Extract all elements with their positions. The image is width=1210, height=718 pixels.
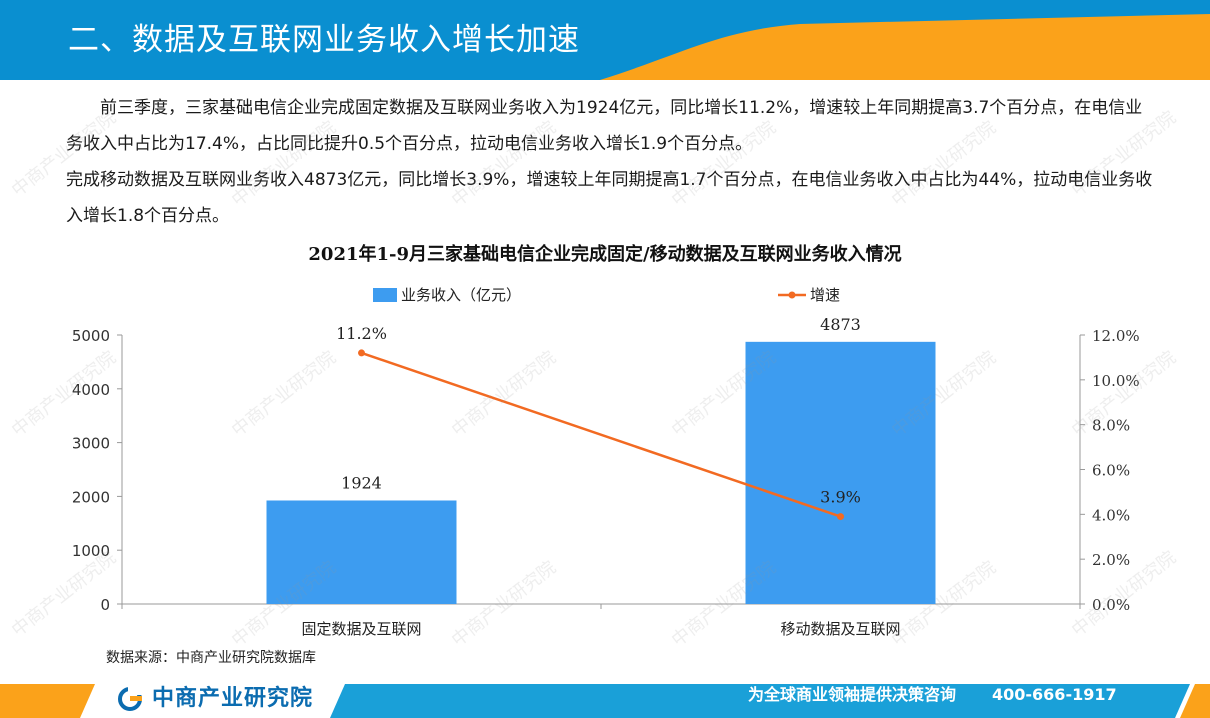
paragraph: 完成移动数据及互联网业务收入4873亿元，同比增长3.9%，增速较上年同期提高1… bbox=[66, 170, 1153, 226]
brand-logo-icon bbox=[118, 686, 145, 711]
y-left-tick-label: 1000 bbox=[72, 542, 110, 560]
body-text: 前三季度，三家基础电信企业完成固定数据及互联网业务收入为1924亿元，同比增长1… bbox=[66, 90, 1156, 234]
bar bbox=[745, 341, 936, 604]
y-left-tick-label: 3000 bbox=[72, 435, 110, 453]
y-left-tick-label: 4000 bbox=[72, 381, 110, 399]
footer-phone: 400-666-1917 bbox=[992, 685, 1117, 704]
chart: 业务收入（亿元） 增速 0 1000 2000 3000 4000 5000 0.0% 2.0% 4… bbox=[72, 286, 1140, 638]
footer-bar bbox=[0, 684, 1210, 718]
bar-data-label: 1924 bbox=[341, 473, 382, 492]
data-source: 数据来源：中商产业研究院数据库 bbox=[106, 650, 316, 666]
y-right-tick-label: 10.0% bbox=[1092, 372, 1140, 390]
y-right-tick-label: 8.0% bbox=[1092, 417, 1130, 435]
growth-line bbox=[361, 351, 841, 518]
y-right-tick-label: 0.0% bbox=[1092, 596, 1130, 614]
legend-line-marker bbox=[788, 291, 796, 299]
y-right-tick-label: 12.0% bbox=[1092, 327, 1140, 345]
footer-slogan: 为全球商业领袖提供决策咨询 bbox=[748, 685, 957, 704]
y-left-tick-label: 2000 bbox=[72, 488, 110, 506]
y-left-tick-label: 5000 bbox=[72, 327, 110, 345]
line-data-label: 3.9% bbox=[820, 488, 861, 507]
x-tick-label: 固定数据及互联网 bbox=[301, 620, 421, 638]
line-data-label: 11.2% bbox=[336, 324, 387, 343]
brand-name: 中商产业研究院 bbox=[152, 686, 314, 711]
legend-line-label: 增速 bbox=[810, 286, 840, 304]
y-right-tick-label: 6.0% bbox=[1092, 462, 1130, 480]
line-point bbox=[837, 513, 844, 521]
legend-bar-swatch bbox=[373, 288, 397, 302]
page-title: 二、数据及互联网业务收入增长加速 bbox=[68, 22, 580, 58]
paragraph: 前三季度，三家基础电信企业完成固定数据及互联网业务收入为1924亿元，同比增长1… bbox=[66, 98, 1143, 154]
bar bbox=[266, 500, 457, 604]
y-right-tick-label: 2.0% bbox=[1092, 551, 1130, 569]
bar-data-label: 4873 bbox=[820, 315, 861, 334]
line-point bbox=[358, 349, 365, 357]
legend-bar-label: 业务收入（亿元） bbox=[401, 286, 521, 304]
header-bar bbox=[0, 0, 1210, 80]
chart-title: 2021年1-9月三家基础电信企业完成固定/移动数据及互联网业务收入情况 bbox=[308, 244, 902, 265]
x-tick-label: 移动数据及互联网 bbox=[780, 620, 900, 638]
y-left-tick-label: 0 bbox=[100, 596, 110, 614]
y-right-tick-label: 4.0% bbox=[1092, 506, 1130, 524]
